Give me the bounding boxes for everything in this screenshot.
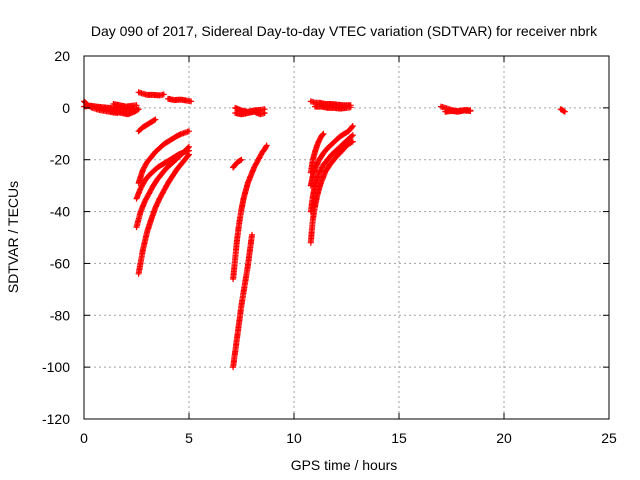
- data-point-markers: [312, 103, 354, 112]
- data-point-markers: [106, 106, 142, 118]
- data-segment: [135, 89, 167, 99]
- data-segment: [135, 116, 159, 135]
- data-segment: [557, 106, 568, 115]
- data-point-markers: [230, 156, 245, 171]
- data-point-markers: [133, 143, 192, 231]
- y-tick-label: -80: [50, 307, 70, 323]
- x-axis-title: GPS time / hours: [291, 457, 398, 473]
- data-point-markers: [232, 108, 268, 118]
- data-point-markers: [135, 116, 159, 135]
- data-segment: [230, 156, 245, 171]
- data-point-markers: [230, 142, 270, 282]
- data-segment: [165, 95, 195, 105]
- grid-lines: [84, 56, 609, 419]
- data-segment: [135, 128, 192, 186]
- data-segment: [230, 231, 255, 371]
- data-point-markers: [135, 128, 192, 186]
- data-segment: [135, 151, 192, 277]
- y-tick-label: -60: [50, 255, 70, 271]
- x-tick-label: 20: [496, 430, 512, 446]
- data-segment: [307, 123, 356, 189]
- data-segment: [442, 107, 474, 115]
- data-point-markers: [110, 101, 140, 110]
- data-point-markers: [165, 95, 195, 105]
- plot-frame: [83, 55, 610, 420]
- y-tick-label: 20: [54, 48, 70, 64]
- x-tick-label: 5: [185, 430, 193, 446]
- x-tick-label: 0: [80, 430, 88, 446]
- y-tick-label: -120: [42, 411, 70, 427]
- data-segment: [307, 98, 354, 109]
- data-segment: [230, 142, 270, 282]
- data-point-markers: [442, 107, 474, 115]
- data-series: [81, 89, 568, 371]
- data-point-markers: [307, 138, 356, 246]
- data-segment: [307, 138, 356, 246]
- data-segment: [133, 143, 192, 231]
- data-point-markers: [135, 89, 167, 99]
- x-tick-label: 10: [286, 430, 302, 446]
- data-segment: [307, 132, 356, 215]
- data-point-markers: [307, 132, 356, 215]
- x-tick-label: 25: [601, 430, 617, 446]
- data-segment: [232, 108, 268, 118]
- y-tick-label: -100: [42, 359, 70, 375]
- data-point-markers: [135, 151, 192, 277]
- data-point-markers: [307, 123, 356, 189]
- chart-title: Day 090 of 2017, Sidereal Day-to-day VTE…: [91, 23, 598, 39]
- data-segment: [312, 103, 354, 112]
- data-point-markers: [557, 106, 568, 115]
- y-axis-title: SDTVAR / TECUs: [5, 181, 21, 293]
- y-tick-label: -20: [50, 152, 70, 168]
- data-point-markers: [230, 231, 255, 371]
- x-tick-label: 15: [391, 430, 407, 446]
- axis-ticks: 0 5 10 15 20 25 20 0 -20 -40 -60 -80 -100 -120: [42, 48, 617, 446]
- data-segment: [110, 101, 140, 110]
- y-tick-label: -40: [50, 204, 70, 220]
- data-segment: [106, 106, 142, 118]
- y-tick-label: 0: [62, 100, 70, 116]
